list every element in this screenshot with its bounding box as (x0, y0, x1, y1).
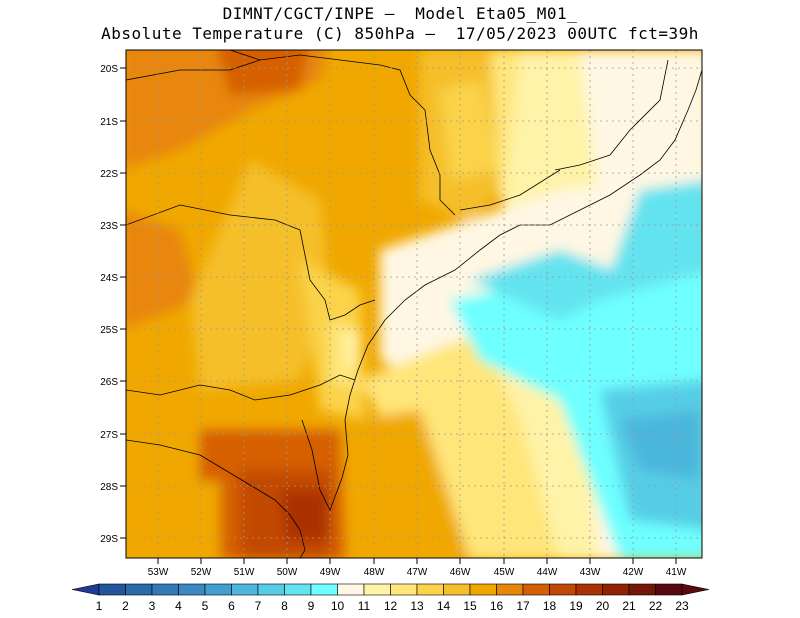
lat-label: 27S (100, 430, 118, 441)
colorbar-swatch (151, 583, 179, 596)
map-frame (125, 49, 703, 559)
lon-label: 45W (494, 567, 515, 578)
colorbar-label: 3 (149, 599, 156, 613)
lat-label: 20S (100, 64, 118, 75)
lon-label: 47W (407, 567, 428, 578)
colorbar-label: 8 (281, 599, 288, 613)
lat-label: 24S (100, 273, 118, 284)
lat-label: 22S (100, 169, 118, 180)
colorbar-label: 1 (96, 599, 103, 613)
colorbar-swatch (284, 583, 312, 596)
colorbar-label: 9 (308, 599, 315, 613)
colorbar-swatch (125, 583, 153, 596)
colorbar-swatch (231, 583, 259, 596)
colorbar-right-arrow (681, 583, 710, 596)
colorbar-label: 15 (463, 599, 477, 613)
colorbar-label: 12 (384, 599, 398, 613)
colorbar-label: 14 (437, 599, 451, 613)
colorbar-label: 11 (358, 599, 371, 613)
lon-label: 48W (364, 567, 385, 578)
lon-label: 41W (666, 567, 687, 578)
colorbar-swatch (496, 583, 524, 596)
colorbar-swatch (469, 583, 497, 596)
lat-label: 21S (100, 117, 118, 128)
lon-label: 52W (191, 567, 212, 578)
colorbar-swatch (628, 583, 656, 596)
colorbar-swatch (363, 583, 391, 596)
colorbar-label: 7 (255, 599, 262, 613)
lat-label: 26S (100, 377, 118, 388)
lon-label: 42W (623, 567, 644, 578)
coastline-borders (126, 50, 702, 558)
colorbar-swatch (310, 583, 338, 596)
colorbar-label: 4 (175, 599, 182, 613)
colorbar-swatch (98, 583, 126, 596)
lat-label: 29S (100, 534, 118, 545)
map-title-line-2: Absolute Temperature (C) 850hPa – 17/05/… (101, 24, 699, 43)
colorbar-swatch (204, 583, 232, 596)
lon-label: 49W (320, 567, 341, 578)
lon-label: 46W (450, 567, 471, 578)
lon-label: 43W (580, 567, 601, 578)
colorbar-label: 19 (569, 599, 583, 613)
colorbar-label: 17 (516, 599, 530, 613)
lon-label: 51W (234, 567, 255, 578)
lon-label: 50W (277, 567, 298, 578)
lat-label: 28S (100, 482, 118, 493)
lon-label: 53W (148, 567, 169, 578)
map-title-line-1: DIMNT/CGCT/INPE – Model Eta05_M01_ (222, 4, 578, 23)
colorbar-swatch (575, 583, 603, 596)
colorbar-swatch (549, 583, 577, 596)
colorbar-label: 18 (543, 599, 557, 613)
colorbar-label: 21 (622, 599, 636, 613)
colorbar-label: 20 (596, 599, 610, 613)
temperature-field (126, 50, 702, 558)
colorbar-label: 10 (331, 599, 345, 613)
map-grid (126, 50, 702, 558)
colorbar: 1 2 3 4 5 6 7 8 9 10 11 12 13 14 15 16 17 18 19 20 21 22 23 (71, 583, 710, 613)
colorbar-label: 13 (410, 599, 424, 613)
colorbar-swatch (416, 583, 444, 596)
colorbar-swatch (390, 583, 418, 596)
colorbar-swatch (443, 583, 471, 596)
colorbar-label: 22 (649, 599, 663, 613)
colorbar-swatch (602, 583, 630, 596)
colorbar-label: 23 (675, 599, 689, 613)
colorbar-label: 6 (228, 599, 235, 613)
lat-label: 23S (100, 221, 118, 232)
colorbar-swatch (257, 583, 285, 596)
colorbar-label: 16 (490, 599, 504, 613)
colorbar-swatch (655, 583, 683, 596)
colorbar-label: 2 (122, 599, 129, 613)
lon-label: 44W (537, 567, 558, 578)
colorbar-swatch (337, 583, 365, 596)
colorbar-left-arrow (71, 583, 100, 596)
colorbar-swatch (178, 583, 206, 596)
colorbar-label: 5 (202, 599, 209, 613)
lat-label: 25S (100, 325, 118, 336)
colorbar-swatch (522, 583, 550, 596)
